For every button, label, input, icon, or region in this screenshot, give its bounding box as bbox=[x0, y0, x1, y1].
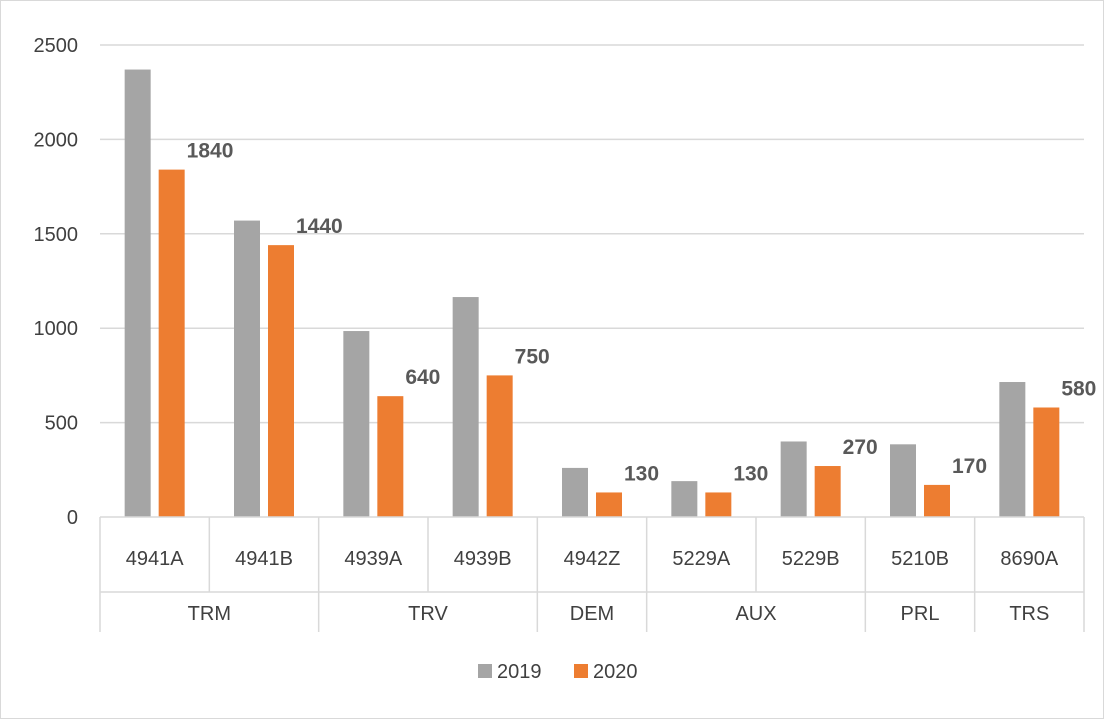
bar-2020-4941B bbox=[268, 245, 294, 518]
bar-2019-4939B bbox=[452, 297, 479, 517]
data-label-2020-4941B: 1440 bbox=[296, 215, 343, 238]
bar-2019-4941B bbox=[234, 220, 260, 518]
data-label-2020-8690A: 580 bbox=[1061, 377, 1096, 400]
y-axis-ticks: 0 500 1000 1500 2000 2500 bbox=[34, 35, 79, 529]
bar-2020-4942Z bbox=[596, 492, 622, 517]
x-group-label: TRM bbox=[188, 603, 231, 625]
bar-2020-4939B bbox=[486, 375, 513, 517]
data-label-2020-5210B: 170 bbox=[952, 455, 987, 478]
bar-2020-5210B bbox=[924, 484, 950, 517]
x-axis: 4941A 4941B 4939A 4939B 4942Z 5229A 5229B 5210B… bbox=[99, 516, 1085, 632]
x-tick-label: 4942Z bbox=[564, 548, 621, 570]
bar-2020-8690A bbox=[1033, 407, 1060, 517]
data-label-2020-5229A: 130 bbox=[733, 462, 768, 485]
legend: 2019 2020 bbox=[478, 661, 638, 683]
bar-2019-5210B bbox=[890, 444, 916, 517]
x-tick-label: 5229B bbox=[782, 548, 840, 570]
bar-2019-4942Z bbox=[562, 467, 588, 517]
data-label-2020-4939B: 750 bbox=[515, 345, 550, 368]
y-tick-label: 500 bbox=[45, 413, 78, 435]
data-label-2020-4939A: 640 bbox=[405, 366, 440, 389]
legend-label-2019: 2019 bbox=[497, 661, 542, 683]
legend-swatch-2020 bbox=[574, 664, 588, 678]
legend-swatch-2019 bbox=[478, 664, 492, 678]
x-group-label: AUX bbox=[735, 603, 776, 625]
x-group-label: PRL bbox=[901, 603, 940, 625]
x-tick-label: 4939B bbox=[454, 548, 512, 570]
data-labels: 1840 1440 640 750 130 130 270 170 580 bbox=[187, 140, 1097, 486]
x-tick-label: 4941A bbox=[126, 548, 184, 570]
bar-2020-5229A bbox=[705, 492, 732, 517]
bar-2020-4939A bbox=[377, 396, 404, 517]
y-tick-label: 2000 bbox=[34, 129, 79, 151]
y-tick-label: 0 bbox=[67, 507, 78, 529]
data-label-2020-4942Z: 130 bbox=[624, 462, 659, 485]
x-tick-label: 5210B bbox=[891, 548, 949, 570]
x-tick-label: 5229A bbox=[672, 548, 730, 570]
y-tick-label: 1000 bbox=[34, 318, 79, 340]
bar-2019-8690A bbox=[999, 382, 1026, 517]
bar-2019-5229B bbox=[780, 441, 807, 517]
x-group-label: TRV bbox=[408, 603, 448, 625]
x-group-label: TRS bbox=[1009, 603, 1049, 625]
data-label-2020-5229B: 270 bbox=[843, 436, 878, 459]
bar-2019-4939A bbox=[343, 331, 370, 517]
bars bbox=[124, 69, 1060, 518]
x-tick-label: 4941B bbox=[235, 548, 293, 570]
bar-2020-4941A bbox=[158, 169, 185, 517]
bar-2019-5229A bbox=[671, 481, 698, 517]
gridlines bbox=[100, 44, 1084, 424]
data-label-2020-4941A: 1840 bbox=[187, 140, 234, 163]
x-tick-label: 8690A bbox=[1000, 548, 1058, 570]
y-tick-label: 2500 bbox=[34, 35, 79, 57]
bar-2020-5229B bbox=[814, 466, 841, 517]
x-group-label: DEM bbox=[570, 603, 614, 625]
x-tick-label: 4939A bbox=[344, 548, 402, 570]
y-tick-label: 1500 bbox=[34, 224, 79, 246]
legend-label-2020: 2020 bbox=[593, 661, 638, 683]
bar-2019-4941A bbox=[124, 69, 151, 517]
